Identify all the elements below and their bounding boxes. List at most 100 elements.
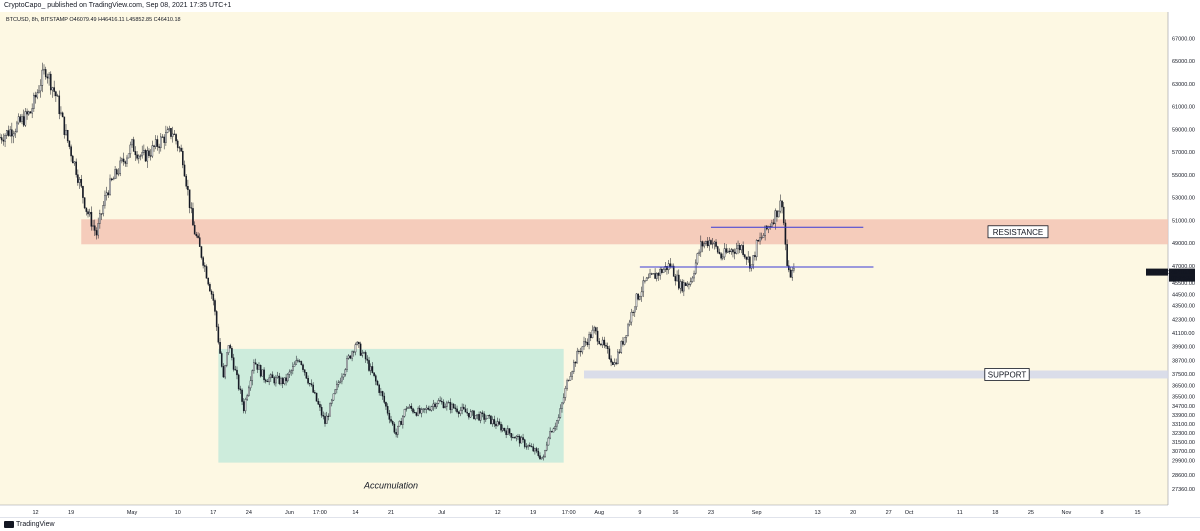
price-tick-label: 43500.00 bbox=[1172, 304, 1195, 310]
price-tick-label: 36500.00 bbox=[1172, 383, 1195, 389]
price-tick-label: 63000.00 bbox=[1172, 82, 1195, 88]
candle bbox=[427, 405, 430, 411]
candle-body bbox=[48, 73, 50, 79]
publish-line: CryptoCapo_ published on TradingView.com… bbox=[4, 2, 232, 9]
candle bbox=[314, 389, 316, 395]
candle bbox=[437, 398, 440, 405]
date-tick-label: May bbox=[127, 510, 138, 516]
candle-body bbox=[483, 413, 485, 420]
candle-body bbox=[485, 418, 487, 420]
candle bbox=[564, 385, 567, 401]
candle bbox=[388, 409, 391, 424]
candle-body bbox=[620, 341, 623, 353]
candle bbox=[110, 177, 113, 182]
candle-body bbox=[669, 263, 672, 267]
candle bbox=[4, 133, 6, 148]
candle-body bbox=[720, 253, 722, 259]
candle-body bbox=[99, 213, 101, 224]
candle-body bbox=[317, 400, 320, 405]
candle-body bbox=[441, 401, 443, 403]
tradingview-logo[interactable]: TradingView bbox=[4, 520, 55, 530]
candle bbox=[161, 134, 164, 138]
candle-body bbox=[632, 311, 634, 313]
candle bbox=[226, 352, 228, 368]
candle-body bbox=[622, 341, 624, 345]
candle bbox=[198, 233, 201, 247]
candle bbox=[715, 239, 717, 249]
candle bbox=[684, 282, 687, 287]
candle-body bbox=[226, 352, 228, 366]
candle-body bbox=[688, 283, 690, 285]
candle-body bbox=[293, 363, 296, 367]
candle bbox=[601, 336, 604, 348]
candle-body bbox=[292, 366, 294, 371]
candle-body bbox=[242, 401, 245, 412]
candle-body bbox=[205, 266, 208, 279]
candle bbox=[85, 207, 88, 216]
btcusd-chart[interactable]: RESISTANCE SUPPORT Accumulation 27360.00 28… bbox=[0, 12, 1200, 517]
candle bbox=[735, 242, 738, 255]
candle-body bbox=[202, 257, 204, 266]
candle-body bbox=[574, 361, 577, 364]
candle-body bbox=[175, 134, 177, 142]
candle bbox=[53, 80, 55, 97]
candle-body bbox=[488, 415, 490, 417]
resistance-label: RESISTANCE bbox=[993, 228, 1044, 237]
candle-body bbox=[104, 195, 106, 206]
candle-body bbox=[215, 311, 218, 328]
candle bbox=[302, 363, 304, 373]
candle bbox=[83, 197, 86, 210]
candle bbox=[429, 405, 431, 412]
candle bbox=[136, 151, 138, 161]
candle bbox=[647, 273, 650, 279]
candle bbox=[39, 79, 42, 98]
candle bbox=[788, 260, 790, 273]
candle-body bbox=[26, 111, 28, 115]
candle-body bbox=[635, 293, 638, 308]
candle-body bbox=[97, 223, 99, 236]
candle bbox=[258, 362, 260, 370]
date-tick-label: 21 bbox=[388, 510, 394, 516]
price-tick-label: 34700.00 bbox=[1172, 404, 1195, 410]
date-tick-label: 18 bbox=[992, 510, 998, 516]
candle bbox=[383, 392, 386, 405]
candle bbox=[745, 256, 748, 266]
candle bbox=[540, 457, 543, 460]
candle bbox=[154, 135, 157, 150]
candle-body bbox=[187, 186, 189, 190]
candle-body bbox=[4, 135, 6, 142]
candle bbox=[662, 267, 665, 274]
candle-body bbox=[446, 402, 448, 407]
candle bbox=[722, 253, 724, 261]
candle-body bbox=[400, 420, 402, 425]
candle-body bbox=[325, 415, 328, 424]
candle bbox=[713, 240, 716, 250]
candle-body bbox=[285, 377, 287, 382]
price-tick-label: 28600.00 bbox=[1172, 473, 1195, 479]
last-price-countdown: 07:24:35 bbox=[1171, 276, 1192, 282]
candle bbox=[192, 202, 194, 226]
candle-body bbox=[747, 256, 749, 260]
candle-body bbox=[463, 406, 465, 410]
candle bbox=[393, 422, 396, 434]
candle-body bbox=[444, 406, 446, 409]
candle-body bbox=[701, 241, 704, 247]
candle-body bbox=[349, 355, 352, 359]
candle bbox=[678, 269, 680, 291]
candle-body bbox=[229, 345, 232, 349]
symbol-legend: BTCUSD, 8h, BITSTAMP O46079.49 H46416.11… bbox=[6, 17, 181, 23]
candle bbox=[256, 363, 259, 374]
candle-body bbox=[402, 416, 404, 425]
support-label-box bbox=[984, 368, 1030, 381]
candle-body bbox=[639, 296, 641, 300]
candle-body bbox=[759, 237, 761, 242]
candle bbox=[738, 243, 741, 254]
candle bbox=[523, 438, 526, 449]
candle bbox=[632, 310, 634, 317]
candle bbox=[217, 323, 220, 345]
candle bbox=[562, 393, 565, 405]
candle-body bbox=[459, 410, 462, 414]
candle bbox=[320, 404, 323, 418]
candle-body bbox=[557, 417, 560, 421]
candle bbox=[285, 373, 287, 386]
